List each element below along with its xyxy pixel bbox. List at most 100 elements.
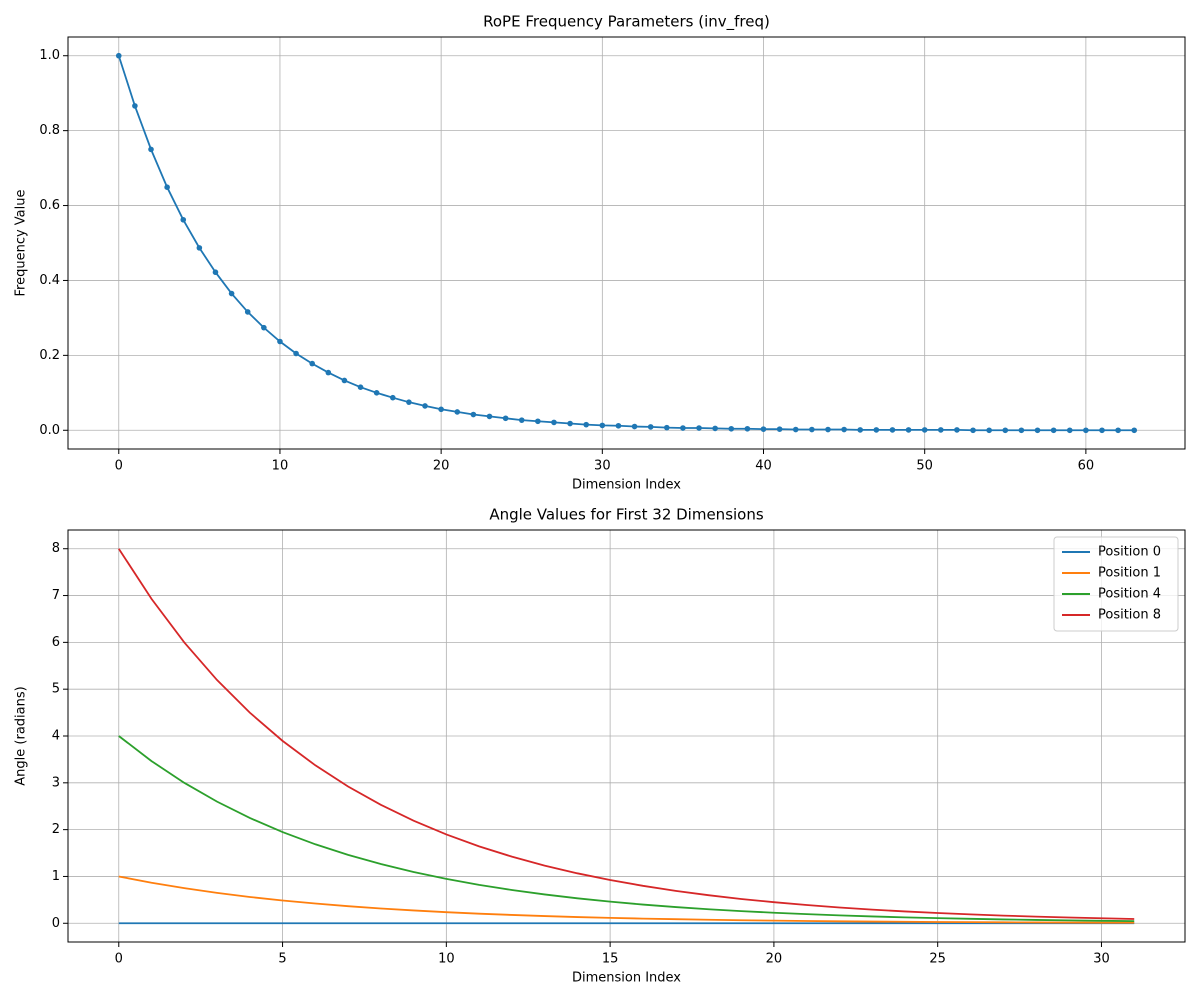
data-point xyxy=(325,369,332,376)
data-point xyxy=(277,338,283,345)
data-point xyxy=(486,413,493,420)
y-tick-label: 0.4 xyxy=(39,273,60,288)
y-tick-label: 5 xyxy=(52,682,60,697)
data-point xyxy=(180,216,187,223)
x-tick-label: 15 xyxy=(602,952,619,967)
data-point xyxy=(615,422,622,429)
x-tick-label: 40 xyxy=(755,459,772,474)
x-tick-label: 0 xyxy=(115,952,123,967)
data-point xyxy=(857,427,864,433)
data-point xyxy=(228,290,235,297)
data-point xyxy=(309,360,315,367)
data-point xyxy=(1050,427,1057,434)
data-point xyxy=(954,427,960,433)
data-point xyxy=(1018,427,1025,434)
data-point xyxy=(986,427,992,434)
y-tick-label: 3 xyxy=(52,775,60,790)
data-point xyxy=(244,309,251,315)
data-point xyxy=(760,426,767,432)
x-tick-label: 60 xyxy=(1078,459,1095,474)
data-point xyxy=(631,423,638,430)
data-point xyxy=(1099,427,1105,434)
y-tick-label: 6 xyxy=(52,635,60,650)
legend-label: Position 4 xyxy=(1098,587,1161,602)
data-point xyxy=(535,418,541,425)
x-tick-label: 30 xyxy=(1093,952,1110,967)
legend-label: Position 8 xyxy=(1098,608,1161,623)
y-axis-label: Angle (radians) xyxy=(14,686,29,785)
axes-frame xyxy=(67,529,1186,943)
data-point xyxy=(551,419,557,426)
x-tick-label: 20 xyxy=(433,459,450,474)
chart-title: Angle Values for First 32 Dimensions xyxy=(489,506,764,524)
chart-title: RoPE Frequency Parameters (inv_freq) xyxy=(483,13,770,32)
y-tick-label: 7 xyxy=(52,588,60,603)
y-tick-label: 0.0 xyxy=(39,423,60,438)
x-tick-label: 50 xyxy=(916,459,933,474)
data-point xyxy=(792,426,799,433)
x-tick-label: 10 xyxy=(438,952,455,967)
data-point xyxy=(825,426,831,433)
data-point xyxy=(938,427,944,433)
data-point xyxy=(196,245,203,251)
y-tick-label: 2 xyxy=(52,822,60,837)
data-point xyxy=(438,406,444,413)
x-axis-label: Dimension Index xyxy=(572,971,681,986)
x-tick-label: 25 xyxy=(929,952,946,967)
y-tick-label: 8 xyxy=(52,541,60,556)
data-point xyxy=(148,146,154,153)
x-tick-label: 10 xyxy=(272,459,289,474)
y-tick-label: 4 xyxy=(52,729,60,744)
data-point xyxy=(470,411,477,418)
y-tick-label: 1 xyxy=(52,869,60,884)
data-point xyxy=(647,424,654,430)
y-tick-label: 0.2 xyxy=(39,348,60,363)
data-point xyxy=(373,390,380,396)
data-point xyxy=(454,409,461,415)
y-axis-label: Frequency Value xyxy=(14,190,29,297)
data-point xyxy=(212,269,219,276)
x-tick-label: 5 xyxy=(278,952,286,967)
legend-label: Position 0 xyxy=(1098,545,1161,560)
data-point xyxy=(1002,427,1009,434)
data-line xyxy=(118,735,1135,923)
legend-box xyxy=(1053,536,1179,632)
data-point xyxy=(873,427,880,433)
data-point xyxy=(1115,427,1121,434)
data-point xyxy=(712,425,718,432)
data-point xyxy=(583,421,590,428)
data-point xyxy=(1131,427,1138,434)
data-point xyxy=(889,427,896,433)
data-point xyxy=(841,426,847,433)
data-point xyxy=(776,426,783,432)
data-point xyxy=(905,427,912,433)
data-point xyxy=(1066,427,1073,434)
data-point xyxy=(115,52,122,59)
data-point xyxy=(1034,427,1041,434)
data-point xyxy=(502,415,509,422)
plot-area xyxy=(68,37,1185,449)
data-point xyxy=(680,425,686,431)
y-tick-label: 0.8 xyxy=(39,123,60,138)
data-point xyxy=(422,403,428,409)
data-point xyxy=(599,422,606,429)
data-line xyxy=(117,55,1135,432)
x-axis-label: Dimension Index xyxy=(572,478,681,493)
data-point xyxy=(663,424,670,431)
data-point xyxy=(728,425,735,432)
y-tick-label: 1.0 xyxy=(39,48,60,63)
data-point xyxy=(567,420,573,427)
data-point xyxy=(341,377,348,384)
data-point xyxy=(261,324,267,331)
data-point xyxy=(132,103,138,109)
data-point xyxy=(406,399,412,405)
data-point xyxy=(164,184,170,190)
data-point xyxy=(357,384,364,391)
axes-frame xyxy=(67,36,1186,450)
data-point xyxy=(1083,427,1089,434)
y-tick-label: 0.6 xyxy=(39,198,60,213)
data-point xyxy=(744,425,751,432)
data-point xyxy=(696,425,702,431)
data-line xyxy=(118,875,1135,924)
